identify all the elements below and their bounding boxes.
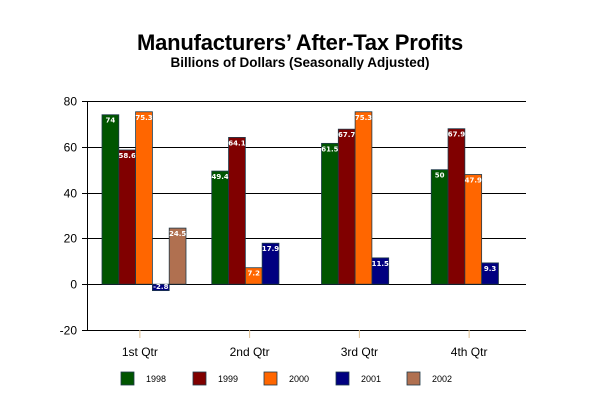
bar-2001-2 [371, 257, 390, 285]
bar-2000-0 [135, 111, 153, 285]
legend-label: 1998 [146, 374, 166, 384]
bar-1998-1 [211, 170, 229, 285]
data-label: 58.6 [119, 152, 136, 160]
bar-1999-0 [118, 149, 137, 285]
x-category-label: 4th Qtr [451, 345, 488, 359]
bar-1999-2 [337, 128, 356, 285]
legend-swatch-2002 [406, 371, 421, 386]
axes: 80 60 40 20 0 -20 1st Qtr 2nd Qtr 3rd Qtr 4th Qtr [60, 95, 488, 360]
legend-swatch-1999 [192, 371, 207, 386]
data-label: 47.9 [465, 177, 482, 185]
legend-swatch-1998 [120, 371, 135, 386]
x-category-label: 1st Qtr [122, 345, 158, 359]
bar-2001-1 [261, 242, 280, 285]
bar-1998-2 [321, 142, 339, 285]
legend-label: 2000 [289, 374, 309, 384]
bar-1998-0 [101, 114, 120, 285]
data-label: 49.4 [212, 173, 229, 181]
data-label: 9.3 [484, 265, 497, 273]
data-label: 11.5 [372, 260, 389, 268]
data-label: 50 [435, 172, 445, 180]
data-label: 7.2 [248, 270, 261, 278]
y-tick-label: 80 [64, 95, 78, 109]
x-category-label: 2nd Qtr [230, 345, 270, 359]
legend-label: 1999 [218, 374, 238, 384]
data-label: 24.5 [169, 230, 186, 238]
bar-1999-3 [447, 128, 466, 285]
bar-2000-2 [354, 111, 373, 285]
bar-2001-3 [481, 262, 499, 285]
bar-1999-1 [228, 137, 246, 285]
x-category-label: 3rd Qtr [341, 345, 378, 359]
data-label: 75.3 [355, 114, 372, 122]
bar-2001-0 [151, 283, 170, 292]
bar-1998-3 [430, 169, 449, 285]
data-label: -2.8 [153, 283, 168, 291]
bar-2000-3 [464, 174, 483, 285]
data-label: 75.3 [135, 114, 152, 122]
data-label: 74 [106, 117, 116, 125]
data-label: 67.9 [448, 131, 465, 139]
data-label: 64.1 [228, 139, 245, 147]
y-tick-label: 0 [70, 278, 77, 292]
legend: 1998 1999 2000 2001 2002 [120, 371, 452, 386]
data-label: 61.5 [321, 145, 338, 153]
chart-title: Manufacturers’ After-Tax Profits [136, 30, 464, 55]
bars: 7458.675.3-2.824.549.464.17.217.961.567.… [101, 111, 499, 292]
legend-swatch-2000 [263, 371, 278, 386]
data-label: 17.9 [262, 245, 279, 253]
data-label: 67.7 [338, 131, 355, 139]
chart-subtitle: Billions of Dollars (Seasonally Adjusted… [170, 55, 430, 70]
legend-label: 2001 [361, 374, 381, 384]
y-tick-label: 60 [64, 141, 78, 155]
y-tick-label: -20 [60, 324, 78, 338]
y-tick-label: 20 [64, 232, 78, 246]
y-tick-label: 40 [64, 187, 78, 201]
legend-swatch-2001 [335, 371, 350, 386]
legend-label: 2002 [432, 374, 452, 384]
bar-2002-0 [168, 227, 187, 285]
